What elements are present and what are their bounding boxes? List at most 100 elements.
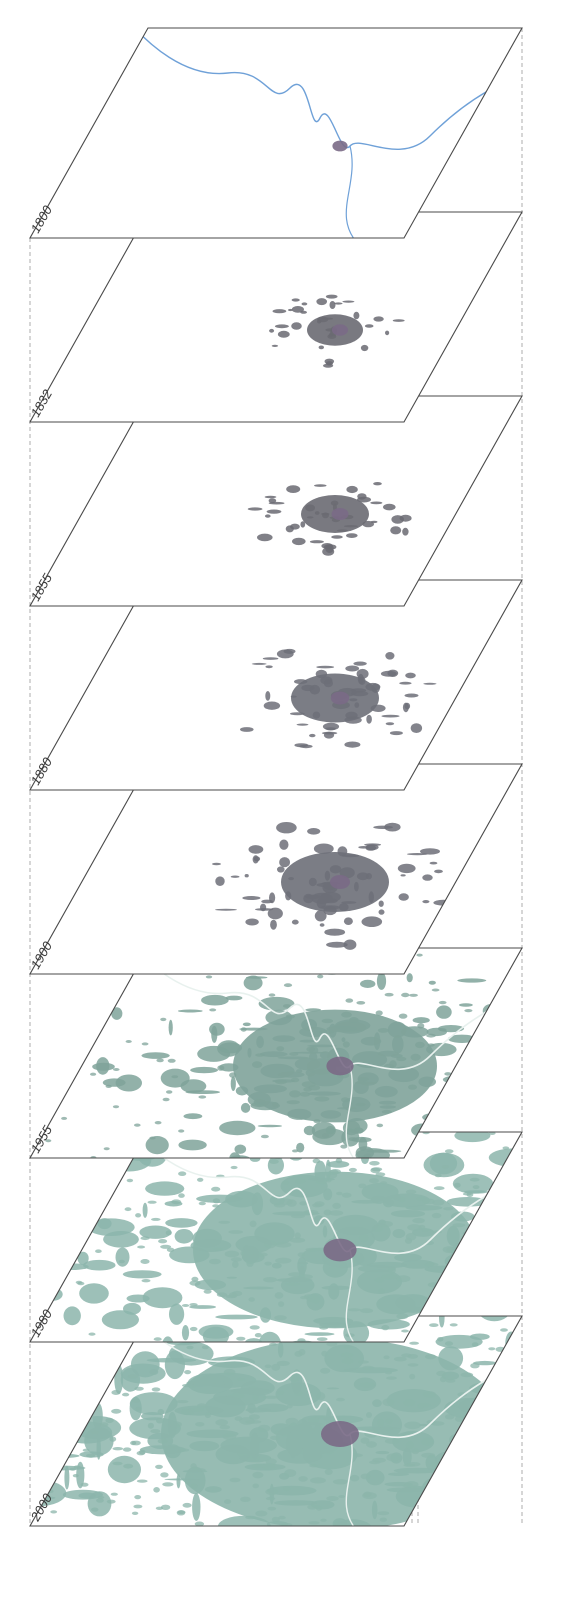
- urban-patch: [141, 1052, 170, 1059]
- urban-patch: [314, 484, 327, 487]
- urban-fragment: [281, 1180, 290, 1185]
- urban-patch: [139, 1225, 172, 1239]
- urban-fragment: [444, 1341, 454, 1346]
- urban-fragment: [112, 1105, 120, 1109]
- urban-fragment: [178, 1171, 187, 1176]
- urban-patch: [479, 1407, 522, 1436]
- urban-fragment: [141, 1279, 151, 1283]
- urban-fragment: [212, 1204, 220, 1208]
- urban-patch: [53, 1388, 99, 1401]
- urban-fragment: [190, 1483, 198, 1489]
- urban-patch: [164, 1350, 185, 1380]
- urban-fragment: [381, 1109, 392, 1114]
- urban-patch: [276, 649, 294, 659]
- urban-fragment: [252, 1393, 259, 1401]
- urban-fragment: [369, 1178, 379, 1184]
- urban-fragment: [303, 1087, 312, 1092]
- urban-fragment: [424, 1262, 439, 1268]
- urban-patch: [331, 535, 343, 539]
- urban-fragment: [69, 1467, 77, 1471]
- urban-fragment: [328, 1210, 344, 1216]
- urban-patch: [308, 1545, 316, 1550]
- urban-fragment: [396, 1056, 407, 1062]
- urban-fragment: [314, 1096, 330, 1102]
- urban-fragment: [321, 1350, 328, 1357]
- urban-patch: [129, 1392, 178, 1416]
- urban-fragment: [224, 1499, 232, 1504]
- urban-fragment: [113, 1068, 120, 1071]
- urban-patch: [55, 1383, 67, 1397]
- urban-fragment: [377, 1220, 393, 1228]
- urban-fragment: [313, 1119, 321, 1124]
- urban-fragment: [96, 1498, 104, 1503]
- urban-fragment: [118, 1259, 125, 1264]
- urban-fragment: [223, 1368, 236, 1376]
- layer-1900: [29, 763, 523, 975]
- river-line: [117, 1316, 522, 1439]
- urban-fragment: [248, 1297, 255, 1302]
- urban-fragment: [186, 1345, 194, 1350]
- urban-fragment: [349, 1474, 360, 1482]
- urban-patch: [211, 1025, 218, 1043]
- urban-patch: [545, 1447, 562, 1468]
- urban-fragment: [338, 1495, 346, 1498]
- urban-fragment: [320, 1518, 327, 1522]
- urban-fragment: [124, 1207, 132, 1212]
- urban-patch: [481, 1594, 509, 1603]
- urban-fragment: [436, 1370, 447, 1377]
- urban-fragment: [45, 1139, 52, 1143]
- urban-fragment: [454, 1416, 465, 1422]
- urban-patch: [390, 526, 402, 535]
- urban-fragment: [335, 1158, 343, 1164]
- urban-fragment: [431, 988, 440, 992]
- urban-fragment: [471, 1342, 479, 1347]
- urban-fragment: [252, 1471, 264, 1479]
- layer-map-content: [269, 294, 405, 368]
- urban-patch: [217, 1040, 241, 1057]
- urban-patch: [314, 910, 327, 922]
- urban-patch: [355, 1148, 391, 1158]
- urban-patch: [146, 1357, 197, 1363]
- urban-fragment: [381, 1324, 390, 1331]
- urban-fragment: [444, 1072, 452, 1076]
- urban-fragment: [267, 1506, 277, 1511]
- urban-patch: [549, 1261, 562, 1280]
- urban-fragment: [433, 1186, 445, 1191]
- urban-fragment: [105, 1417, 114, 1424]
- layer-map-content: [212, 822, 454, 950]
- urban-patch: [296, 723, 309, 726]
- urban-fragment: [151, 1387, 161, 1392]
- urban-fragment: [298, 1476, 308, 1482]
- urban-fragment: [125, 1040, 132, 1043]
- urban-fragment: [326, 1341, 338, 1347]
- urban-patch: [288, 308, 293, 312]
- river-line: [117, 28, 522, 150]
- urban-fragment: [275, 1079, 287, 1085]
- urban-fragment: [123, 1463, 134, 1469]
- urban-fragment: [111, 1408, 122, 1414]
- urban-fragment: [162, 1097, 170, 1102]
- urban-patch: [322, 547, 335, 556]
- urban-fragment: [134, 1123, 141, 1127]
- urban-patch: [470, 1265, 515, 1273]
- urban-fragment: [379, 1517, 387, 1522]
- urban-fragment: [88, 1332, 96, 1336]
- urban-fragment: [360, 1308, 374, 1314]
- urban-fragment: [273, 1202, 286, 1208]
- urban-fragment: [396, 1313, 409, 1320]
- urban-fragment: [82, 1448, 90, 1452]
- urban-fragment: [328, 1169, 339, 1176]
- urban-patch: [539, 1259, 562, 1272]
- urban-fragment: [336, 1191, 343, 1196]
- urban-patch: [405, 672, 416, 679]
- urban-fragment: [255, 1510, 268, 1517]
- urban-patch: [30, 1181, 49, 1192]
- urban-patch: [441, 1504, 498, 1512]
- urban-fragment: [274, 1315, 287, 1321]
- urban-fragment: [358, 1077, 369, 1082]
- urban-fragment: [292, 1149, 299, 1153]
- urban-fragment: [137, 1245, 146, 1249]
- urban-patch: [10, 1266, 22, 1268]
- urban-patch: [311, 1121, 336, 1139]
- urban-patch: [540, 1537, 562, 1561]
